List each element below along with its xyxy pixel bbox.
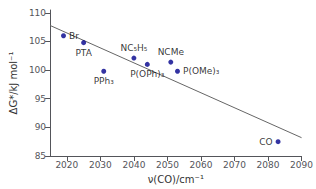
svg-text:NCMe: NCMe	[158, 47, 185, 57]
svg-text:85: 85	[35, 151, 46, 161]
svg-text:105: 105	[29, 36, 46, 46]
svg-text:2030: 2030	[89, 160, 112, 170]
svg-text:2060: 2060	[190, 160, 213, 170]
svg-text:P(OPh)₃: P(OPh)₃	[130, 69, 165, 79]
svg-text:100: 100	[29, 65, 46, 75]
svg-text:90: 90	[35, 122, 47, 132]
svg-text:110: 110	[29, 8, 46, 18]
svg-text:ΔG*/kJ mol⁻¹: ΔG*/kJ mol⁻¹	[8, 52, 19, 115]
svg-text:P(OMe)₃: P(OMe)₃	[183, 66, 220, 76]
svg-text:2050: 2050	[156, 160, 179, 170]
svg-text:2080: 2080	[257, 160, 280, 170]
svg-text:2020: 2020	[55, 160, 78, 170]
svg-text:95: 95	[35, 94, 46, 104]
svg-text:2070: 2070	[223, 160, 246, 170]
svg-text:PPh₃: PPh₃	[94, 76, 115, 86]
svg-text:Br: Br	[69, 31, 79, 41]
svg-text:CO: CO	[259, 137, 272, 147]
svg-text:2090: 2090	[290, 160, 313, 170]
svg-text:PTA: PTA	[75, 48, 92, 58]
svg-text:NC₅H₅: NC₅H₅	[120, 43, 147, 53]
svg-text:2040: 2040	[122, 160, 145, 170]
svg-text:ν(CO)/cm⁻¹: ν(CO)/cm⁻¹	[148, 174, 204, 185]
